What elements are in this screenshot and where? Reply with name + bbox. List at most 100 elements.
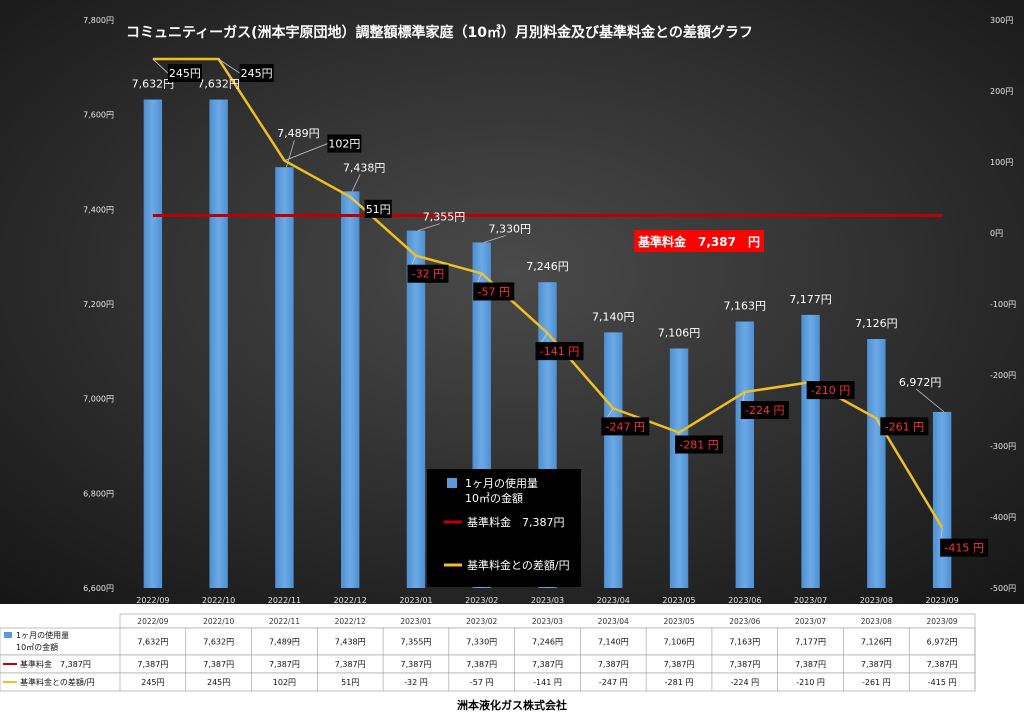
table-cell: -141 円 xyxy=(533,678,562,687)
diff-label-box xyxy=(806,381,855,400)
diff-label-leader xyxy=(218,58,240,74)
table-cell: 7,106円 xyxy=(664,638,695,647)
table-row xyxy=(0,627,976,656)
x-tick-label: 2023/05 xyxy=(662,596,695,605)
table-cell: 7,387円 xyxy=(664,660,695,669)
table-header-cell: 2022/11 xyxy=(269,617,300,626)
table-cell: 7,489円 xyxy=(269,638,300,647)
legend-bar-label: 1ヶ月の使用量 xyxy=(465,477,538,490)
left-axis: 6,600円 6,800円 7,000円 7,200円 7,400円 7,600円 7,80… xyxy=(83,16,114,593)
y2-tick-label: -100円 xyxy=(990,300,1016,309)
diff-label-box xyxy=(407,264,449,283)
bar xyxy=(801,314,820,588)
data-table: 2022/09 2022/10 2022/11 2022/12 2023/01 2023/… xyxy=(0,613,976,692)
bar xyxy=(735,321,755,588)
diff-data-label: 102円 xyxy=(328,138,360,151)
bar-label-leader xyxy=(351,174,361,192)
x-tick-label: 2023/08 xyxy=(860,596,893,605)
diff-data-label: -415 円 xyxy=(944,542,983,555)
table-header-cell: 2022/12 xyxy=(335,617,366,626)
bar xyxy=(209,99,228,589)
y-tick-label: 7,200円 xyxy=(83,300,114,309)
table-cell: 7,387円 xyxy=(269,660,300,669)
bar-data-label: 7,330円 xyxy=(488,222,531,235)
x-tick-label: 2022/09 xyxy=(136,596,169,605)
diff-label-box xyxy=(740,401,789,420)
diff-label-box xyxy=(675,435,724,454)
x-tick-label: 2023/06 xyxy=(728,596,761,605)
bar-data-label: 7,489円 xyxy=(277,127,320,140)
bar-data-label: 7,632円 xyxy=(132,78,175,91)
table-header-cell: 2023/04 xyxy=(598,617,629,626)
x-tick-label: 2023/02 xyxy=(465,596,498,605)
x-tick-label: 2023/07 xyxy=(794,596,827,605)
x-tick-label: 2022/11 xyxy=(268,596,301,605)
y2-tick-label: 300円 xyxy=(990,16,1013,25)
table-header-cell: 2023/01 xyxy=(400,617,431,626)
y2-tick-label: -200円 xyxy=(990,371,1016,380)
table-cell: 7,387円 xyxy=(203,660,234,669)
y-tick-label: 7,000円 xyxy=(83,395,114,404)
y2-tick-label: 100円 xyxy=(990,158,1013,167)
table-cell: 7,387円 xyxy=(466,660,497,669)
diff-label-box xyxy=(239,64,274,83)
diff-data-label: -57 円 xyxy=(477,285,509,298)
table-cell: 245円 xyxy=(141,678,164,687)
diff-label-box xyxy=(880,417,929,436)
table-row-label: 1ヶ月の使用量 xyxy=(16,630,69,640)
table-cell: 7,632円 xyxy=(137,638,168,647)
table-row-label: 10㎥の金額 xyxy=(16,642,58,652)
bar-data-label: 7,246円 xyxy=(526,260,569,273)
table-cell: -57 円 xyxy=(470,678,494,687)
bar-data-label: 7,126円 xyxy=(855,317,898,330)
table-row-label: 基準料金 7,387円 xyxy=(20,659,91,669)
diff-data-label: -141 円 xyxy=(540,345,579,358)
table-cell: 7,163円 xyxy=(729,638,760,647)
bar-data-label: 7,106円 xyxy=(658,326,701,339)
table-cell: 7,126円 xyxy=(861,638,892,647)
table-cell: 7,177円 xyxy=(795,638,826,647)
table-cell: 102円 xyxy=(273,678,296,687)
table-cell: -32 円 xyxy=(404,678,428,687)
bar xyxy=(867,339,886,588)
bar-data-label: 7,163円 xyxy=(724,300,767,313)
x-tick-label: 2023/04 xyxy=(597,596,630,605)
y2-tick-label: -300円 xyxy=(990,442,1016,451)
diff-label-leader xyxy=(284,143,328,161)
table-cell: 51円 xyxy=(341,678,359,687)
table-header-cell: 2023/02 xyxy=(466,617,497,626)
table-cell: 7,632円 xyxy=(203,638,234,647)
table-header-cell: 2023/07 xyxy=(795,617,826,626)
bar-data-label: 7,632円 xyxy=(197,78,240,91)
bar-data-label: 7,438円 xyxy=(343,161,386,174)
chart-title: コミュニティーガス(洲本宇原団地）調整額標準家庭（10㎥）月別料金及び基準料金と… xyxy=(126,24,753,41)
x-axis: 2022/09 2022/10 2022/11 2022/12 2023/01 2023/… xyxy=(136,596,958,605)
y-tick-label: 6,800円 xyxy=(83,489,114,498)
diff-label-leader xyxy=(152,58,169,74)
diff-label-leader xyxy=(875,418,881,427)
diff-data-label: 245円 xyxy=(169,67,201,80)
diff-data-label: 51円 xyxy=(366,203,391,216)
bar-label-leader xyxy=(915,388,945,413)
table-cell: 7,387円 xyxy=(861,660,892,669)
diff-data-label: -247 円 xyxy=(606,420,645,433)
bar-label-leader xyxy=(286,140,295,168)
table-header-cell: 2023/03 xyxy=(532,617,563,626)
table-header-cell: 2023/09 xyxy=(927,617,958,626)
company-footer: 洲本液化ガス株式会社 xyxy=(457,699,567,712)
annotation-background xyxy=(634,230,764,252)
table-cell: 7,387円 xyxy=(927,660,958,669)
legend-background xyxy=(427,469,581,587)
table-header-cell: 2022/10 xyxy=(203,617,234,626)
base-price-annotation: 基準料金 7,387 円 xyxy=(634,230,764,252)
diff-data-labels: 245円 245円 102円 51円 -32 円 -57 円 -141 円 -247 円 -28… xyxy=(152,58,989,557)
table-cell: -247 円 xyxy=(599,678,628,687)
bar-series xyxy=(143,99,952,589)
bar xyxy=(932,411,952,588)
legend-base-label: 基準料金 7,387円 xyxy=(467,515,565,529)
y2-tick-label: -500円 xyxy=(990,584,1016,593)
x-tick-label: 2022/10 xyxy=(202,596,235,605)
diff-label-box xyxy=(473,282,515,301)
bar xyxy=(604,332,623,588)
